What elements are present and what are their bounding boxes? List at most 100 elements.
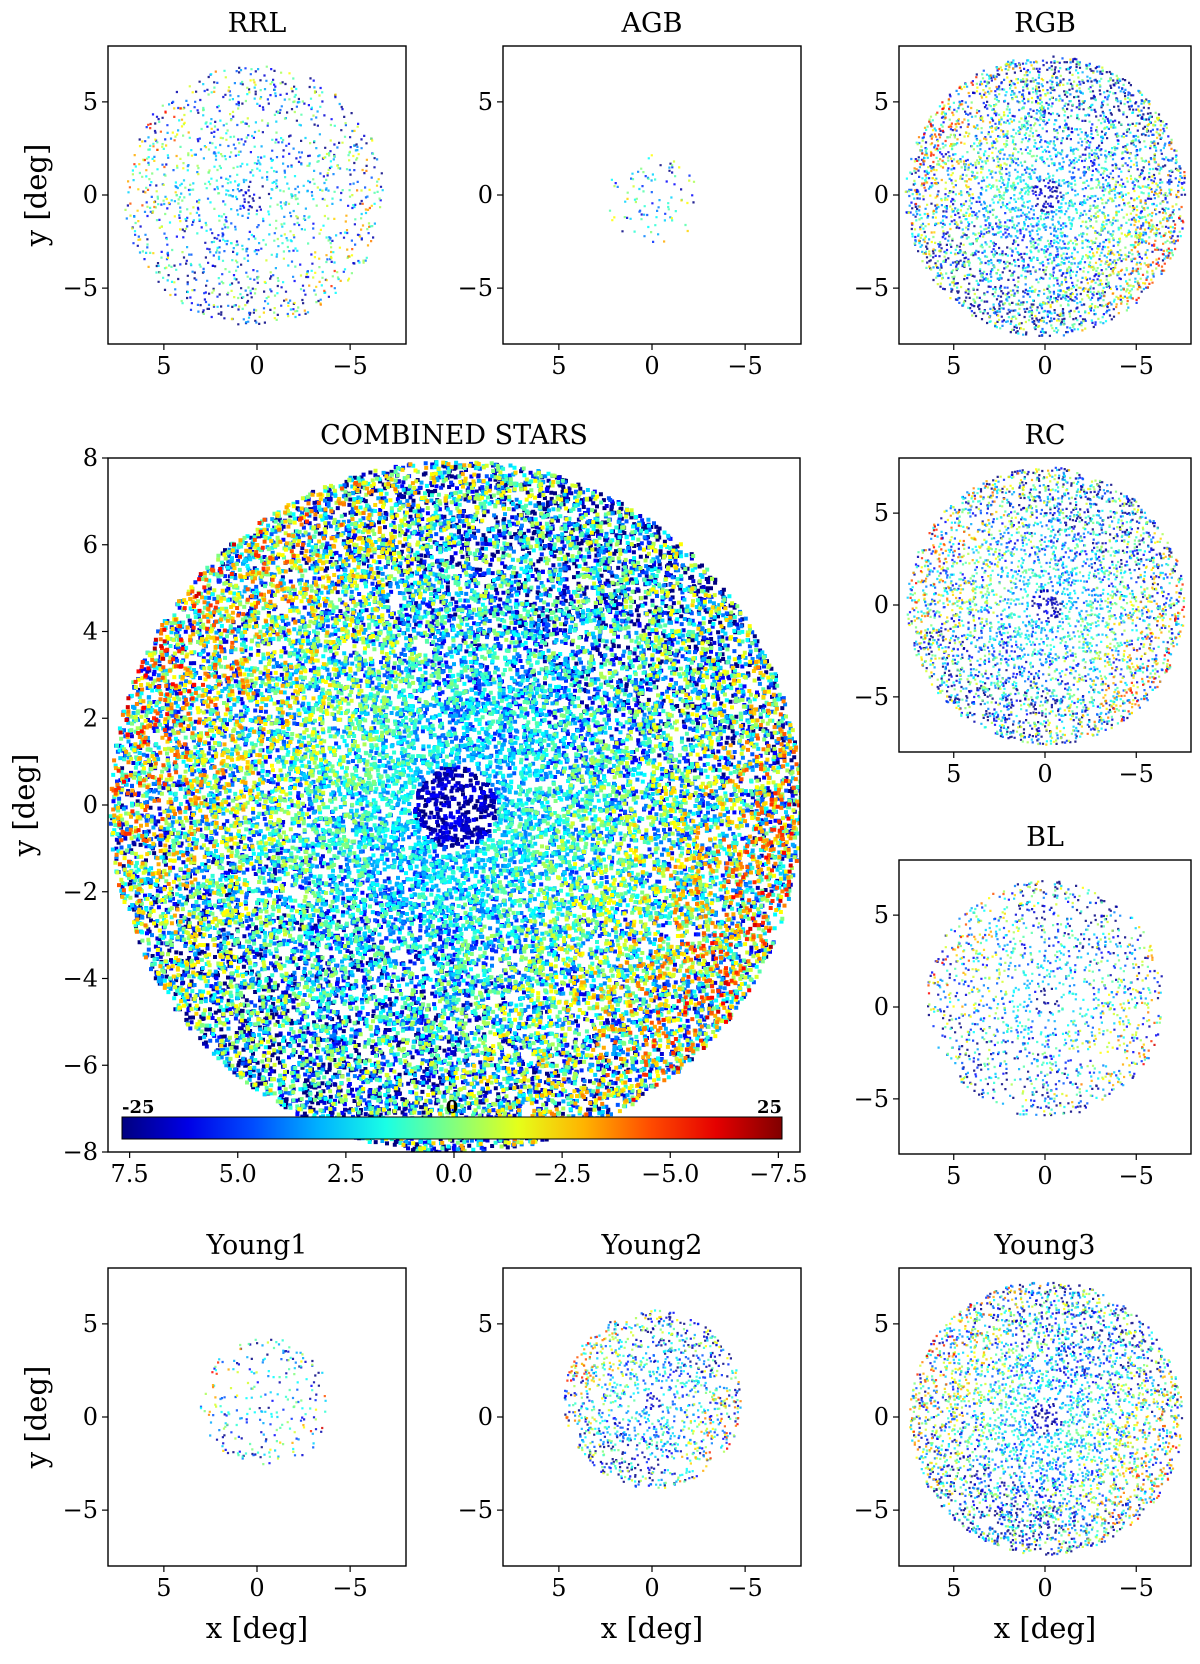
heatmap-cells	[218, 1358, 327, 1456]
axes-frame	[107, 45, 407, 345]
colorbar-gradient	[121, 1116, 783, 1140]
heatmap-cells	[222, 1350, 318, 1457]
x-tick-label: 0	[249, 1574, 264, 1602]
x-tick-label: −5.0	[641, 1160, 699, 1188]
heatmap-cells	[149, 122, 152, 126]
heatmap-cells	[909, 60, 1185, 329]
heatmap-cells	[131, 73, 376, 295]
x-tick-label: 5	[946, 352, 961, 380]
heatmap-cells	[633, 178, 683, 233]
heatmap-cells	[139, 74, 366, 312]
heatmap-cells	[321, 1426, 324, 1430]
chart-title: RRL	[228, 8, 287, 39]
heatmap-cells	[572, 1323, 739, 1485]
heatmap-bl	[927, 880, 1163, 1117]
chart-title: Young3	[994, 1230, 1096, 1261]
chart-title: Young2	[601, 1230, 703, 1261]
y-tick-label: −8	[63, 1138, 98, 1166]
heatmap-cells	[671, 171, 683, 191]
x-tick-label: 5	[156, 352, 171, 380]
y-tick-label: 5	[83, 88, 98, 116]
heatmap-combined	[108, 460, 800, 1152]
y-tick-label: 0	[874, 1403, 889, 1431]
heatmap-cells	[133, 107, 336, 288]
heatmap-cells	[236, 1360, 318, 1451]
x-tick-label: 0	[1037, 1162, 1052, 1190]
heatmap-cells	[910, 470, 1183, 738]
heatmap-cells	[138, 72, 374, 321]
heatmap-cells	[630, 177, 653, 217]
x-tick-label: −7.5	[749, 1160, 807, 1188]
panel-combined: 7.5 5.0 2.5 0.0 −2.5 −5.0 −7.5 8 6 4 2 0 −2 −4 −6 −8 COM…	[7, 420, 808, 1188]
y-tick-label: 0	[83, 181, 98, 209]
x-tick-label: −2.5	[533, 1160, 591, 1188]
heatmap-rgb	[904, 55, 1187, 337]
colorbar-mid-label: 0	[446, 1097, 459, 1118]
heatmap-cells	[934, 907, 1149, 1116]
panel-young3: 5 0 −5 5 0 −5 Young3 x [deg]	[854, 1230, 1192, 1645]
x-tick-label: 5	[551, 352, 566, 380]
heatmap-rrl	[124, 65, 384, 326]
x-tick-label: 0	[1037, 760, 1052, 788]
y-tick-label: −5	[854, 1085, 889, 1113]
y-tick-label: −4	[63, 965, 98, 993]
heatmap-cells	[925, 1339, 935, 1357]
y-axis-label: y [deg]	[19, 144, 53, 248]
heatmap-cells	[611, 154, 689, 222]
y-tick-label: 0	[83, 791, 98, 819]
x-tick-label: −5	[727, 352, 762, 380]
x-tick-label: 0	[249, 352, 264, 380]
x-tick-label: 5	[156, 1574, 171, 1602]
x-tick-label: −5	[727, 1574, 762, 1602]
chart-title: BL	[1026, 822, 1064, 853]
axes-frame	[898, 45, 1192, 345]
x-tick-label: 7.5	[111, 1160, 149, 1188]
heatmap-young3	[909, 1281, 1184, 1556]
y-tick-label: 0	[874, 993, 889, 1021]
y-tick-label: −5	[458, 1496, 493, 1524]
y-tick-label: 0	[874, 591, 889, 619]
heatmap-cells	[1153, 1043, 1156, 1046]
y-tick-label: 5	[874, 499, 889, 527]
y-tick-label: −5	[458, 274, 493, 302]
heatmap-cells	[223, 1338, 320, 1459]
heatmap-cells	[623, 164, 674, 234]
x-tick-label: 5	[946, 1574, 961, 1602]
x-tick-label: −5	[1119, 760, 1154, 788]
chart-title: RGB	[1014, 8, 1076, 39]
x-tick-label: −5	[1119, 1162, 1154, 1190]
panel-young2: 5 0 −5 5 0 −5 Young2 x [deg]	[458, 1230, 802, 1645]
heatmap-agb	[608, 154, 696, 243]
y-tick-label: 5	[874, 88, 889, 116]
x-tick-label: −5	[332, 1574, 367, 1602]
heatmap-cells	[111, 468, 800, 1151]
chart-title: Young1	[206, 1230, 308, 1261]
y-tick-label: 5	[874, 901, 889, 929]
y-tick-label: −5	[63, 1496, 98, 1524]
y-tick-label: −5	[63, 274, 98, 302]
y-tick-label: 5	[478, 1310, 493, 1338]
panel-rrl: 5 0 −5 5 0 −5 RRL y [deg]	[19, 8, 407, 380]
x-tick-label: 0	[644, 1574, 659, 1602]
y-tick-label: 4	[83, 618, 98, 646]
y-axis-label: y [deg]	[19, 1366, 53, 1470]
heatmap-cells	[129, 76, 363, 318]
heatmap-cells	[912, 1284, 1180, 1556]
y-tick-label: 0	[478, 1403, 493, 1431]
heatmap-cells	[910, 55, 1187, 337]
heatmap-young1	[199, 1338, 327, 1466]
y-axis-label: y [deg]	[7, 754, 41, 858]
y-tick-label: −5	[854, 683, 889, 711]
heatmap-cells	[214, 1341, 296, 1460]
y-tick-label: 5	[478, 88, 493, 116]
x-tick-label: 5	[946, 1162, 961, 1190]
y-tick-label: 0	[874, 181, 889, 209]
heatmap-cells	[608, 175, 687, 227]
heatmap-cells	[626, 197, 689, 233]
y-tick-label: 2	[83, 704, 98, 732]
x-tick-label: 2.5	[327, 1160, 365, 1188]
x-tick-label: −5	[332, 352, 367, 380]
panel-agb: 5 0 −5 5 0 −5 AGB	[458, 8, 802, 380]
x-axis-label: x [deg]	[994, 1611, 1097, 1645]
